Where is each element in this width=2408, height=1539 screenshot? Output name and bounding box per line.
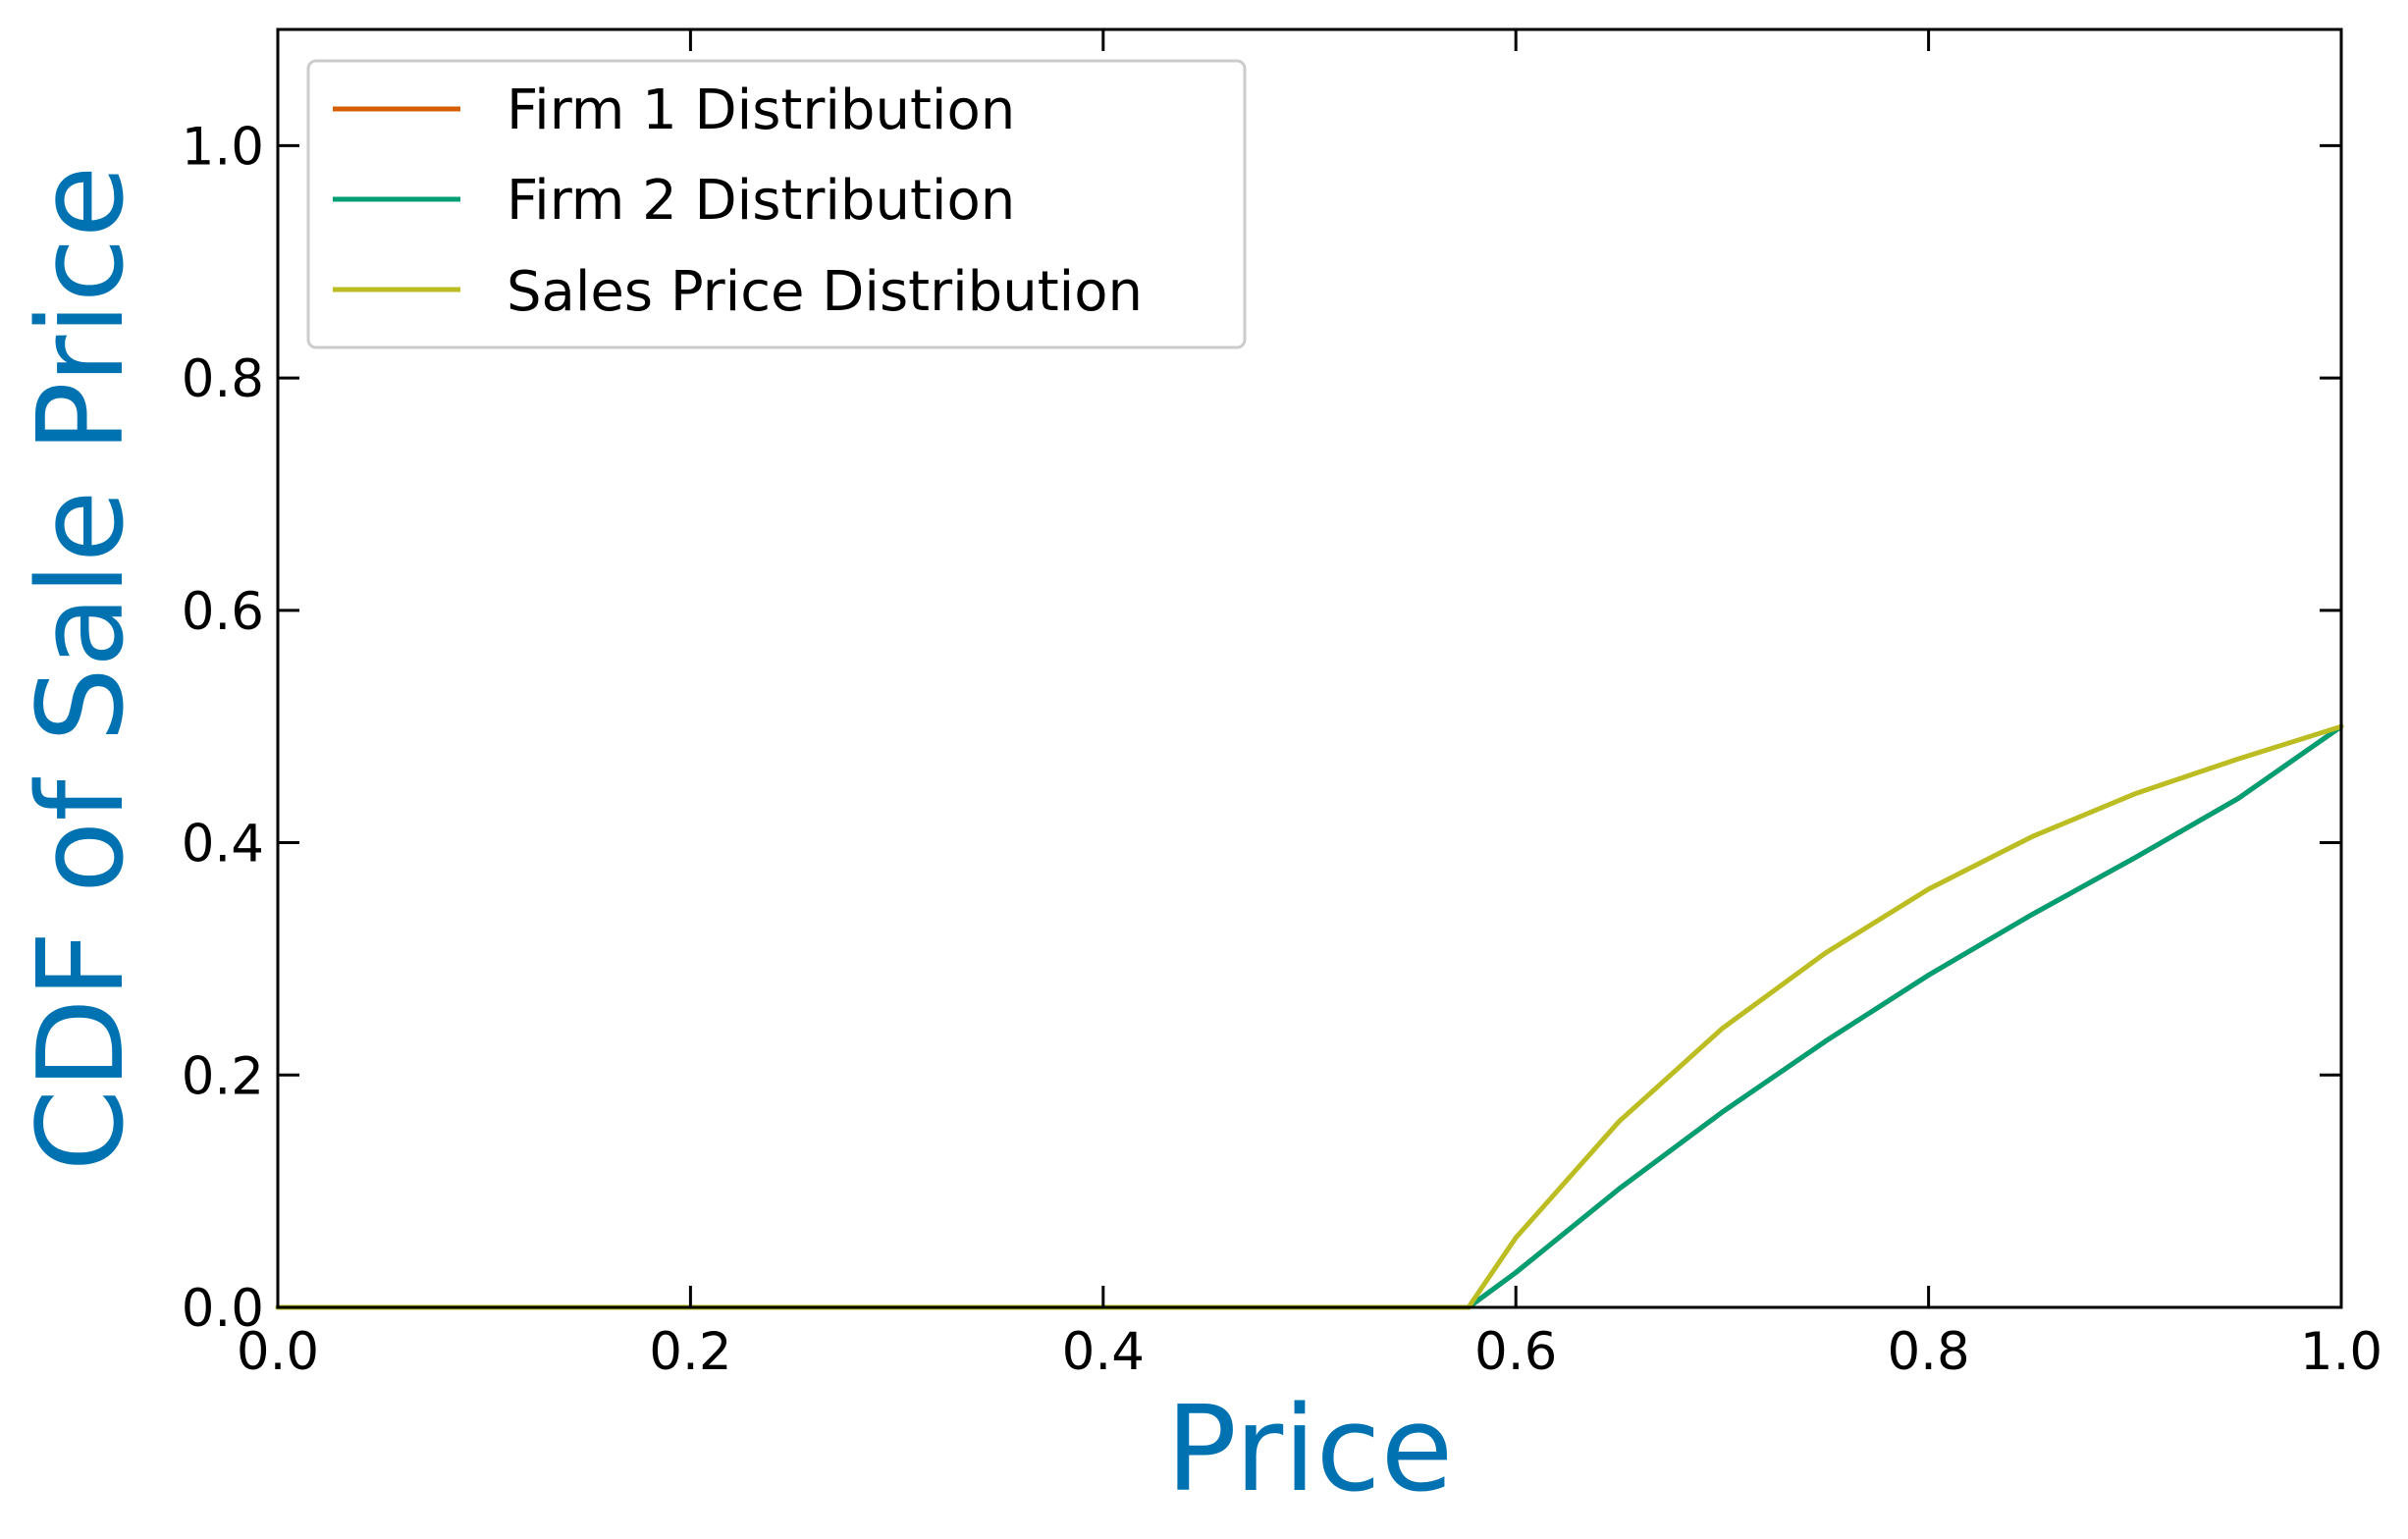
series-line-3 [275,723,2344,1310]
series-line-1 [275,723,2344,1310]
x-tick-label: 0.4 [1062,1322,1145,1382]
x-tick-label: 0.0 [237,1322,319,1382]
legend-label-firm-1: Firm 1 Distribution [507,79,1015,142]
labels-layer: 0.0 0.2 0.4 0.6 0.8 1.0 0.0 0.2 0.4 0.6 0.8 1.0 [182,117,2382,1382]
y-tick-label: 0.2 [182,1046,264,1106]
y-tick-label: 0.6 [182,582,264,642]
legend: Firm 1 Distribution Firm 2 Distribution … [306,59,1247,349]
legend-frame [306,59,1247,349]
y-axis-title: CDF of Sale Price [14,166,150,1172]
x-tick-label: 1.0 [2300,1322,2382,1382]
y-tick-label: 0.8 [182,349,264,409]
x-axis-title: Price [1166,1382,1454,1518]
ticks-layer [276,29,2343,1309]
y-tick-label: 0.0 [182,1279,264,1339]
y-tick-label: 1.0 [182,117,264,177]
legend-label-firm-2: Firm 2 Distribution [507,169,1015,233]
x-tick-label: 0.2 [649,1322,731,1382]
legend-label-sales-price: Sales Price Distribution [507,260,1143,324]
y-tick-label: 0.4 [182,815,264,875]
plot-frame [276,27,2343,1309]
x-tick-label: 0.6 [1474,1322,1557,1382]
x-tick-label: 0.8 [1887,1322,1969,1382]
series-layer [275,723,2344,1310]
series-line-2 [275,723,2344,1310]
